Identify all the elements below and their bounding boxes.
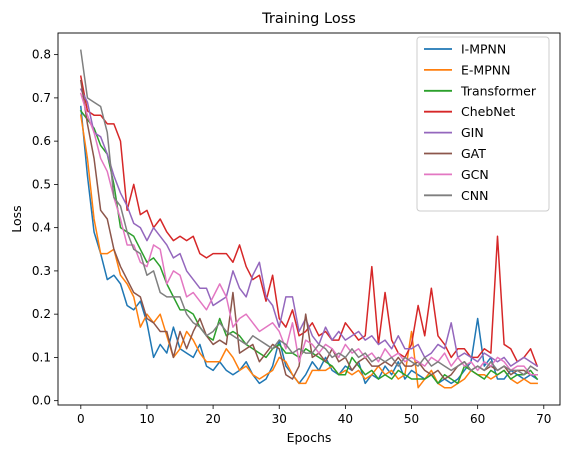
x-tick-label: 0 <box>77 412 85 426</box>
y-axis-ticks: 0.0 0.1 0.2 0.3 0.4 0.5 0.6 0.7 0.8 <box>32 48 58 408</box>
y-tick-label: 0.1 <box>32 350 51 364</box>
legend-label-i-mpnn: I-MPNN <box>461 42 506 57</box>
y-tick-label: 0.8 <box>32 48 51 62</box>
legend-label-e-mpnn: E-MPNN <box>461 62 510 77</box>
y-axis-label: Loss <box>9 205 24 232</box>
chart-title: Training Loss <box>261 11 356 27</box>
x-tick-label: 60 <box>470 412 485 426</box>
y-tick-label: 0.3 <box>32 264 51 278</box>
x-tick-label: 70 <box>536 412 551 426</box>
axes-frame <box>57 32 561 406</box>
y-tick-label: 0.4 <box>32 221 51 235</box>
y-tick-label: 0.5 <box>32 177 51 191</box>
x-axis-label: Epochs <box>287 430 332 445</box>
legend-label-chebnet: ChebNet <box>461 104 515 119</box>
y-tick-label: 0.0 <box>32 394 51 408</box>
series-line-gin <box>79 88 539 368</box>
legend-label-transformer: Transformer <box>460 83 537 98</box>
legend: I-MPNN E-MPNN Transformer ChebNet GIN GAT GCN C… <box>416 36 550 212</box>
legend-label-gin: GIN <box>461 125 484 140</box>
series-line-transformer <box>79 109 539 385</box>
series-line-cnn <box>79 49 539 376</box>
legend-label-gat: GAT <box>461 146 486 161</box>
legend-items: I-MPNN E-MPNN Transformer ChebNet GIN GAT GCN C… <box>424 42 537 203</box>
legend-box <box>416 36 550 212</box>
x-tick-label: 20 <box>205 412 220 426</box>
y-tick-label: 0.2 <box>32 307 51 321</box>
x-tick-label: 50 <box>404 412 419 426</box>
x-tick-label: 10 <box>139 412 154 426</box>
series-line-e-mpnn <box>79 114 538 389</box>
x-axis-ticks: 0 10 20 30 40 50 60 70 <box>77 405 551 426</box>
series-line-gcn <box>79 92 538 376</box>
legend-label-gcn: GCN <box>461 167 489 182</box>
plot-lines <box>79 49 539 389</box>
x-tick-label: 40 <box>338 412 353 426</box>
y-tick-label: 0.7 <box>32 91 51 105</box>
legend-label-cnn: CNN <box>461 188 488 203</box>
y-tick-label: 0.6 <box>32 134 51 148</box>
x-tick-label: 30 <box>272 412 287 426</box>
